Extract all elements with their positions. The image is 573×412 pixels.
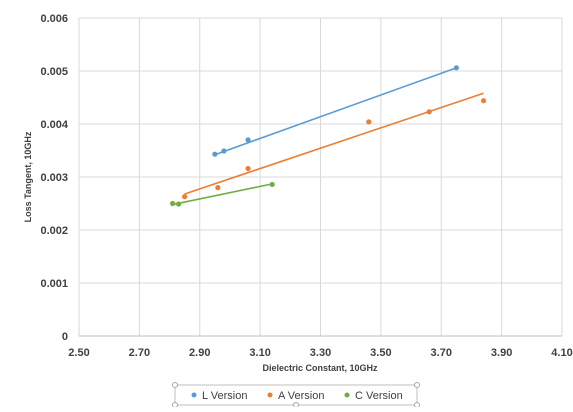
data-point xyxy=(176,201,182,207)
y-tick-label: 0.003 xyxy=(40,172,68,184)
data-point xyxy=(245,165,251,172)
legend-label: C Version xyxy=(355,390,403,402)
legend-label: A Version xyxy=(278,390,324,402)
tick-labels: 0 0.001 0.002 0.003 0.004 0.005 0.006 2.50 2.70 2… xyxy=(40,13,572,359)
x-tick-label: 2.70 xyxy=(129,347,150,359)
data-point xyxy=(453,65,459,71)
data-point xyxy=(269,181,275,188)
legend-handle xyxy=(414,402,420,408)
trendline xyxy=(172,183,273,206)
x-tick-label: 3.90 xyxy=(491,347,512,359)
y-tick-label: 0.001 xyxy=(40,278,68,290)
legend-handle xyxy=(172,402,178,408)
data-point xyxy=(245,137,251,143)
data-point xyxy=(480,98,487,104)
legend-label: L Version xyxy=(202,390,247,402)
legend-handle xyxy=(172,382,178,388)
legend-marker xyxy=(267,392,273,398)
x-tick-label: 3.30 xyxy=(310,347,331,359)
data-point xyxy=(215,185,221,191)
y-tick-label: 0.004 xyxy=(40,119,68,131)
x-tick-label: 2.50 xyxy=(68,347,89,359)
trendline xyxy=(214,67,457,156)
trendline xyxy=(184,92,484,195)
legend-marker xyxy=(344,392,350,398)
x-tick-label: 4.10 xyxy=(551,347,572,359)
legend-handle xyxy=(293,402,299,408)
y-tick-label: 0.002 xyxy=(40,225,68,237)
y-tick-label: 0.005 xyxy=(40,66,68,78)
data-point xyxy=(182,194,188,200)
data-points xyxy=(169,65,487,207)
legend-handle xyxy=(414,382,420,388)
trendlines xyxy=(172,67,484,206)
data-point xyxy=(426,109,432,115)
y-axis-title: Loss Tangent, 10GHz xyxy=(23,131,33,222)
gridlines xyxy=(78,17,563,336)
x-tick-label: 3.50 xyxy=(370,347,391,359)
legend: L Version A Version C Version xyxy=(172,382,420,408)
x-tick-label: 3.70 xyxy=(431,347,452,359)
y-tick-label: 0 xyxy=(62,331,68,343)
data-point xyxy=(221,148,227,154)
data-point xyxy=(212,151,218,157)
x-tick-label: 3.10 xyxy=(249,347,270,359)
x-axis-title: Dielectric Constant, 10GHz xyxy=(262,363,378,373)
y-tick-label: 0.006 xyxy=(40,13,68,25)
data-point xyxy=(366,119,372,125)
legend-marker xyxy=(191,392,197,398)
x-tick-label: 2.90 xyxy=(189,347,210,359)
data-point xyxy=(169,200,176,207)
